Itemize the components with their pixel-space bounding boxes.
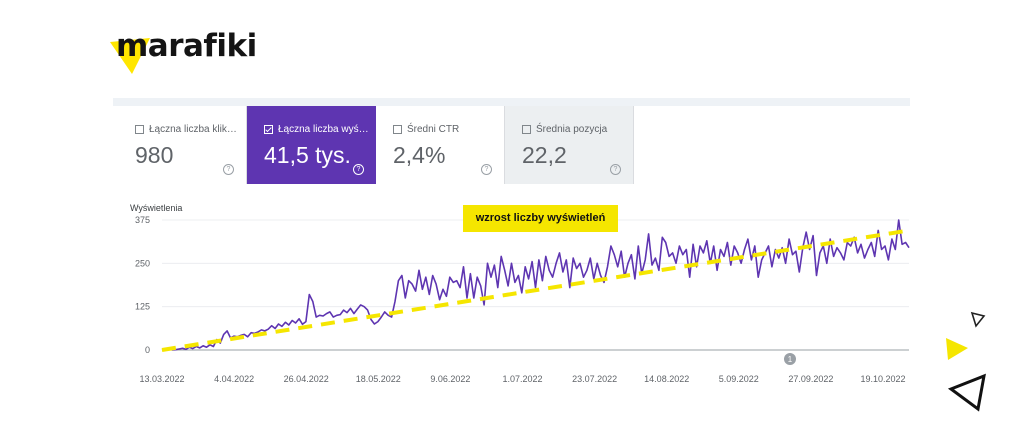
x-tick-label: 4.04.2022 (214, 374, 254, 384)
metric-cards: Łączna liczba klik… 980 ? Łączna liczba … (118, 106, 634, 184)
trend-line (161, 228, 910, 352)
annotation-marker (784, 353, 796, 365)
x-tick-label: 27.09.2022 (788, 374, 833, 384)
brand-name: marafiki (116, 28, 257, 64)
card-label: Średni CTR (407, 124, 460, 135)
card-label: Średnia pozycja (536, 124, 608, 135)
y-tick-label: 0 (145, 345, 150, 355)
metric-card-clicks[interactable]: Łączna liczba klik… 980 ? (118, 106, 247, 184)
y-tick-label: 250 (135, 258, 150, 268)
help-icon[interactable]: ? (223, 164, 234, 175)
help-icon[interactable]: ? (610, 164, 621, 175)
metric-card-impressions[interactable]: Łączna liczba wyś… 41,5 tys. ? (247, 106, 376, 184)
panel-top-bar (113, 98, 910, 106)
card-value: 22,2 (522, 142, 567, 168)
x-tick-label: 5.09.2022 (719, 374, 759, 384)
checkbox-icon[interactable] (393, 125, 402, 134)
x-tick-label: 18.05.2022 (356, 374, 401, 384)
annotation-marker-label: 1 (788, 355, 793, 364)
help-icon[interactable]: ? (481, 164, 492, 175)
brand-logo: marafiki (110, 28, 270, 78)
card-label: Łączna liczba wyś… (278, 124, 369, 135)
y-tick-label: 125 (135, 302, 150, 312)
card-value: 980 (135, 142, 174, 168)
series-line (161, 219, 910, 351)
x-tick-label: 13.03.2022 (139, 374, 184, 384)
help-icon[interactable]: ? (353, 164, 364, 175)
checkbox-icon[interactable] (522, 125, 531, 134)
checkbox-icon[interactable] (135, 125, 144, 134)
y-tick-label: 375 (135, 215, 150, 225)
metric-card-ctr[interactable]: Średni CTR 2,4% ? (376, 106, 505, 184)
checkbox-checked-icon[interactable] (264, 125, 273, 134)
x-tick-label: 23.07.2022 (572, 374, 617, 384)
card-label: Łączna liczba klik… (149, 124, 237, 135)
x-tick-label: 19.10.2022 (860, 374, 905, 384)
x-tick-label: 9.06.2022 (430, 374, 470, 384)
chart-annotation: wzrost liczby wyświetleń (463, 205, 618, 232)
metric-card-position[interactable]: Średnia pozycja 22,2 ? (505, 106, 634, 184)
card-value: 2,4% (393, 142, 446, 168)
x-tick-label: 1.07.2022 (502, 374, 542, 384)
logo-triangle-icon (110, 38, 150, 74)
x-tick-label: 26.04.2022 (284, 374, 329, 384)
x-tick-label: 14.08.2022 (644, 374, 689, 384)
card-value: 41,5 tys. (264, 142, 351, 168)
y-axis-label: Wyświetlenia (130, 203, 182, 213)
